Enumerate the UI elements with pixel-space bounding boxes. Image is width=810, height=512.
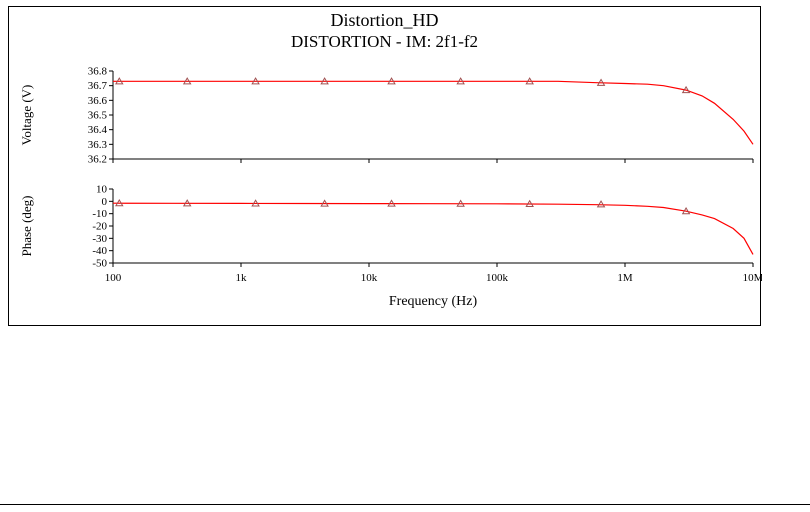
y-tick-label: -50 [92, 258, 107, 270]
axis-frame [112, 71, 753, 160]
y-tick-label: -40 [92, 245, 107, 257]
plot-window: 36.8 36.7 36.6 36.5 36.4 36.3 36.2 Voltage (V) 1… [8, 6, 762, 326]
y-tick-label: 36.5 [88, 110, 108, 122]
y-axis-label: Voltage (V) [19, 85, 34, 146]
data-point-marker-icon [596, 200, 606, 208]
data-point-marker-icon [320, 77, 329, 85]
data-point-marker-icon [251, 77, 260, 85]
data-point-marker-icon [387, 199, 396, 207]
data-point-marker-icon [182, 199, 192, 207]
y-tick-label: 36.3 [88, 139, 108, 151]
x-axis-label: Frequency (Hz) [389, 294, 478, 309]
y-tick-label: 10 [96, 184, 108, 196]
data-point-marker-icon [115, 77, 124, 85]
y-tick-label: -30 [92, 233, 107, 245]
phase-curve [112, 202, 754, 255]
data-point-marker-icon [320, 199, 329, 207]
x-tick-label: 1k [236, 272, 248, 284]
x-tick-label: 100k [486, 272, 509, 284]
data-point-marker-icon [182, 77, 192, 85]
data-point-marker-icon [456, 77, 465, 85]
y-tick-label: 36.2 [88, 154, 107, 166]
y-tick-label: 36.6 [88, 95, 108, 107]
y-tick-label: -20 [92, 221, 107, 233]
bottom-separator-line [0, 504, 810, 505]
y-tick-label: 0 [102, 196, 108, 208]
data-point-marker-icon [251, 199, 260, 207]
y-tick-label: 36.7 [88, 80, 108, 92]
y-tick-label: 36.4 [88, 124, 108, 136]
data-point-marker-icon [387, 77, 396, 85]
data-point-marker-icon [681, 207, 691, 215]
y-tick-label: -10 [92, 208, 107, 220]
data-point-marker-icon [115, 198, 124, 207]
x-tick-label: 100 [105, 272, 122, 284]
data-point-marker-icon [681, 85, 691, 94]
y-axis-label: Phase (deg) [19, 195, 34, 256]
x-tick-label: 10M [743, 272, 762, 284]
data-point-marker-icon [525, 199, 534, 208]
x-tick-label: 10k [361, 272, 378, 284]
voltage-curve [113, 80, 754, 145]
data-point-marker-icon [456, 199, 465, 207]
axis-frame [112, 189, 753, 264]
x-tick-label: 1M [617, 272, 633, 284]
data-point-marker-icon [525, 77, 534, 85]
data-point-marker-icon [596, 78, 606, 86]
chart-title: Distortion_HD [330, 10, 439, 30]
y-tick-label: 36.8 [88, 66, 108, 78]
chart-subtitle: DISTORTION - IM: 2f1-f2 [290, 32, 479, 51]
chart-svg: 36.8 36.7 36.6 36.5 36.4 36.3 36.2 Voltage (V) 1… [19, 66, 762, 310]
